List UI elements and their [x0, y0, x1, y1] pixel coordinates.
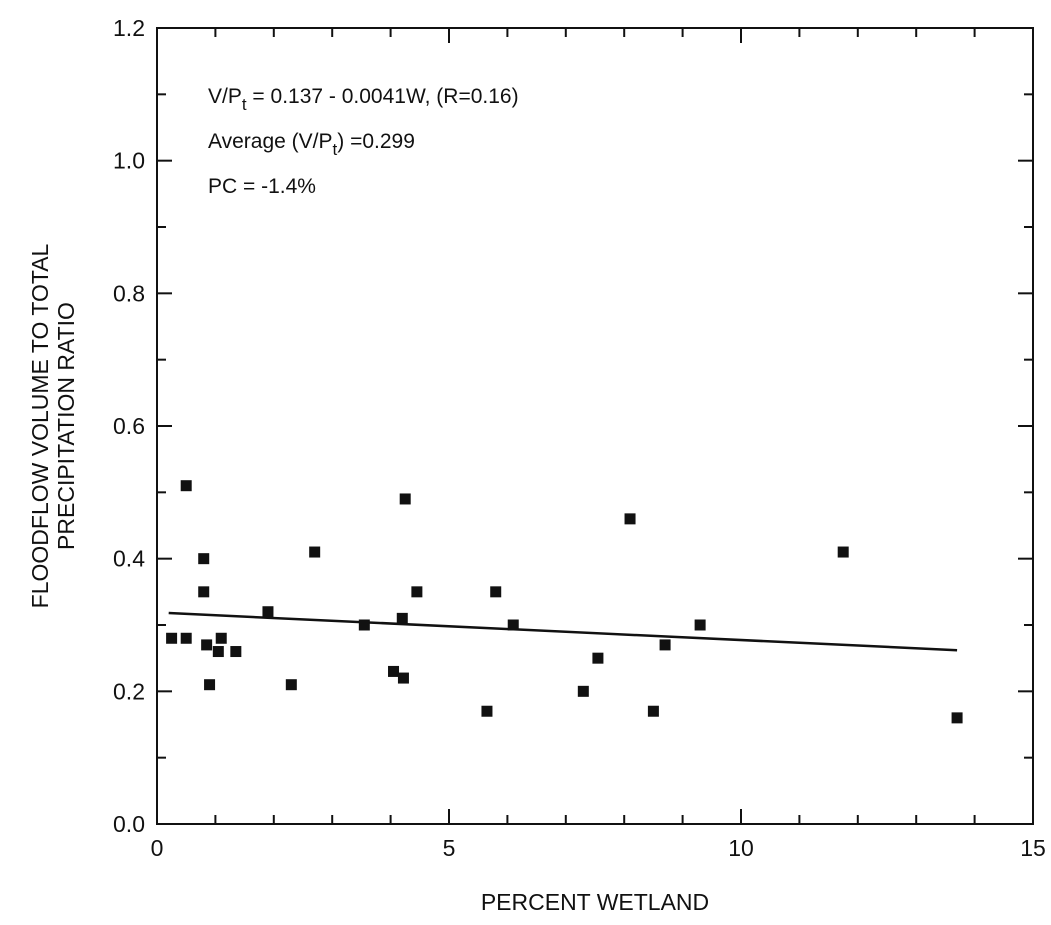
data-point — [837, 546, 849, 558]
fit-line — [168, 611, 958, 652]
data-point — [507, 619, 519, 631]
data-point — [490, 586, 502, 598]
axis-tick-labels: 0 5 10 15 0.0 0.2 0.4 0.6 0.8 1.0 1.2 — [113, 15, 1046, 861]
x-tick-label: 15 — [1020, 835, 1046, 861]
data-point — [180, 632, 192, 644]
data-point — [399, 493, 411, 505]
annotation-average: Average (V/Pt) =0.299 — [208, 130, 415, 159]
data-point — [577, 685, 589, 697]
x-tick-label: 5 — [443, 835, 456, 861]
annotation-equation: V/Pt = 0.137 - 0.0041W, (R=0.16) — [208, 85, 519, 114]
data-point — [212, 646, 224, 658]
data-point — [396, 612, 408, 624]
data-point — [262, 606, 274, 618]
data-point — [358, 619, 370, 631]
data-point — [659, 639, 671, 651]
data-point — [285, 679, 297, 691]
y-tick-label: 1.0 — [113, 148, 145, 174]
x-axis-title: PERCENT WETLAND — [481, 889, 709, 915]
y-axis-title-line1: FLOODFLOW VOLUME TO TOTAL — [27, 243, 53, 608]
y-tick-label: 0.0 — [113, 811, 145, 837]
y-axis-title-line2: PRECIPITATION RATIO — [53, 302, 79, 550]
data-point — [592, 652, 604, 664]
data-point — [647, 705, 659, 717]
y-tick-label: 0.2 — [113, 678, 145, 704]
data-points — [166, 480, 963, 724]
data-point — [166, 632, 178, 644]
x-tick-label: 0 — [151, 835, 164, 861]
data-point — [198, 586, 210, 598]
y-tick-label: 0.4 — [113, 546, 145, 572]
data-point — [397, 672, 409, 684]
data-point — [951, 712, 963, 724]
data-point — [388, 665, 400, 677]
data-point — [201, 639, 213, 651]
data-point — [180, 480, 192, 492]
y-tick-label: 1.2 — [113, 15, 145, 41]
data-point — [198, 553, 210, 565]
regression-line — [168, 611, 958, 652]
y-tick-label: 0.8 — [113, 280, 145, 306]
data-point — [309, 546, 321, 558]
data-point — [624, 513, 636, 525]
axis-ticks — [156, 27, 1034, 825]
data-point — [411, 586, 423, 598]
data-point — [215, 632, 227, 644]
y-tick-label: 0.6 — [113, 413, 145, 439]
data-point — [230, 646, 242, 658]
annotation-pc: PC = -1.4% — [208, 175, 316, 198]
x-tick-label: 10 — [728, 835, 754, 861]
data-point — [481, 705, 493, 717]
data-point — [204, 679, 216, 691]
data-point — [694, 619, 706, 631]
